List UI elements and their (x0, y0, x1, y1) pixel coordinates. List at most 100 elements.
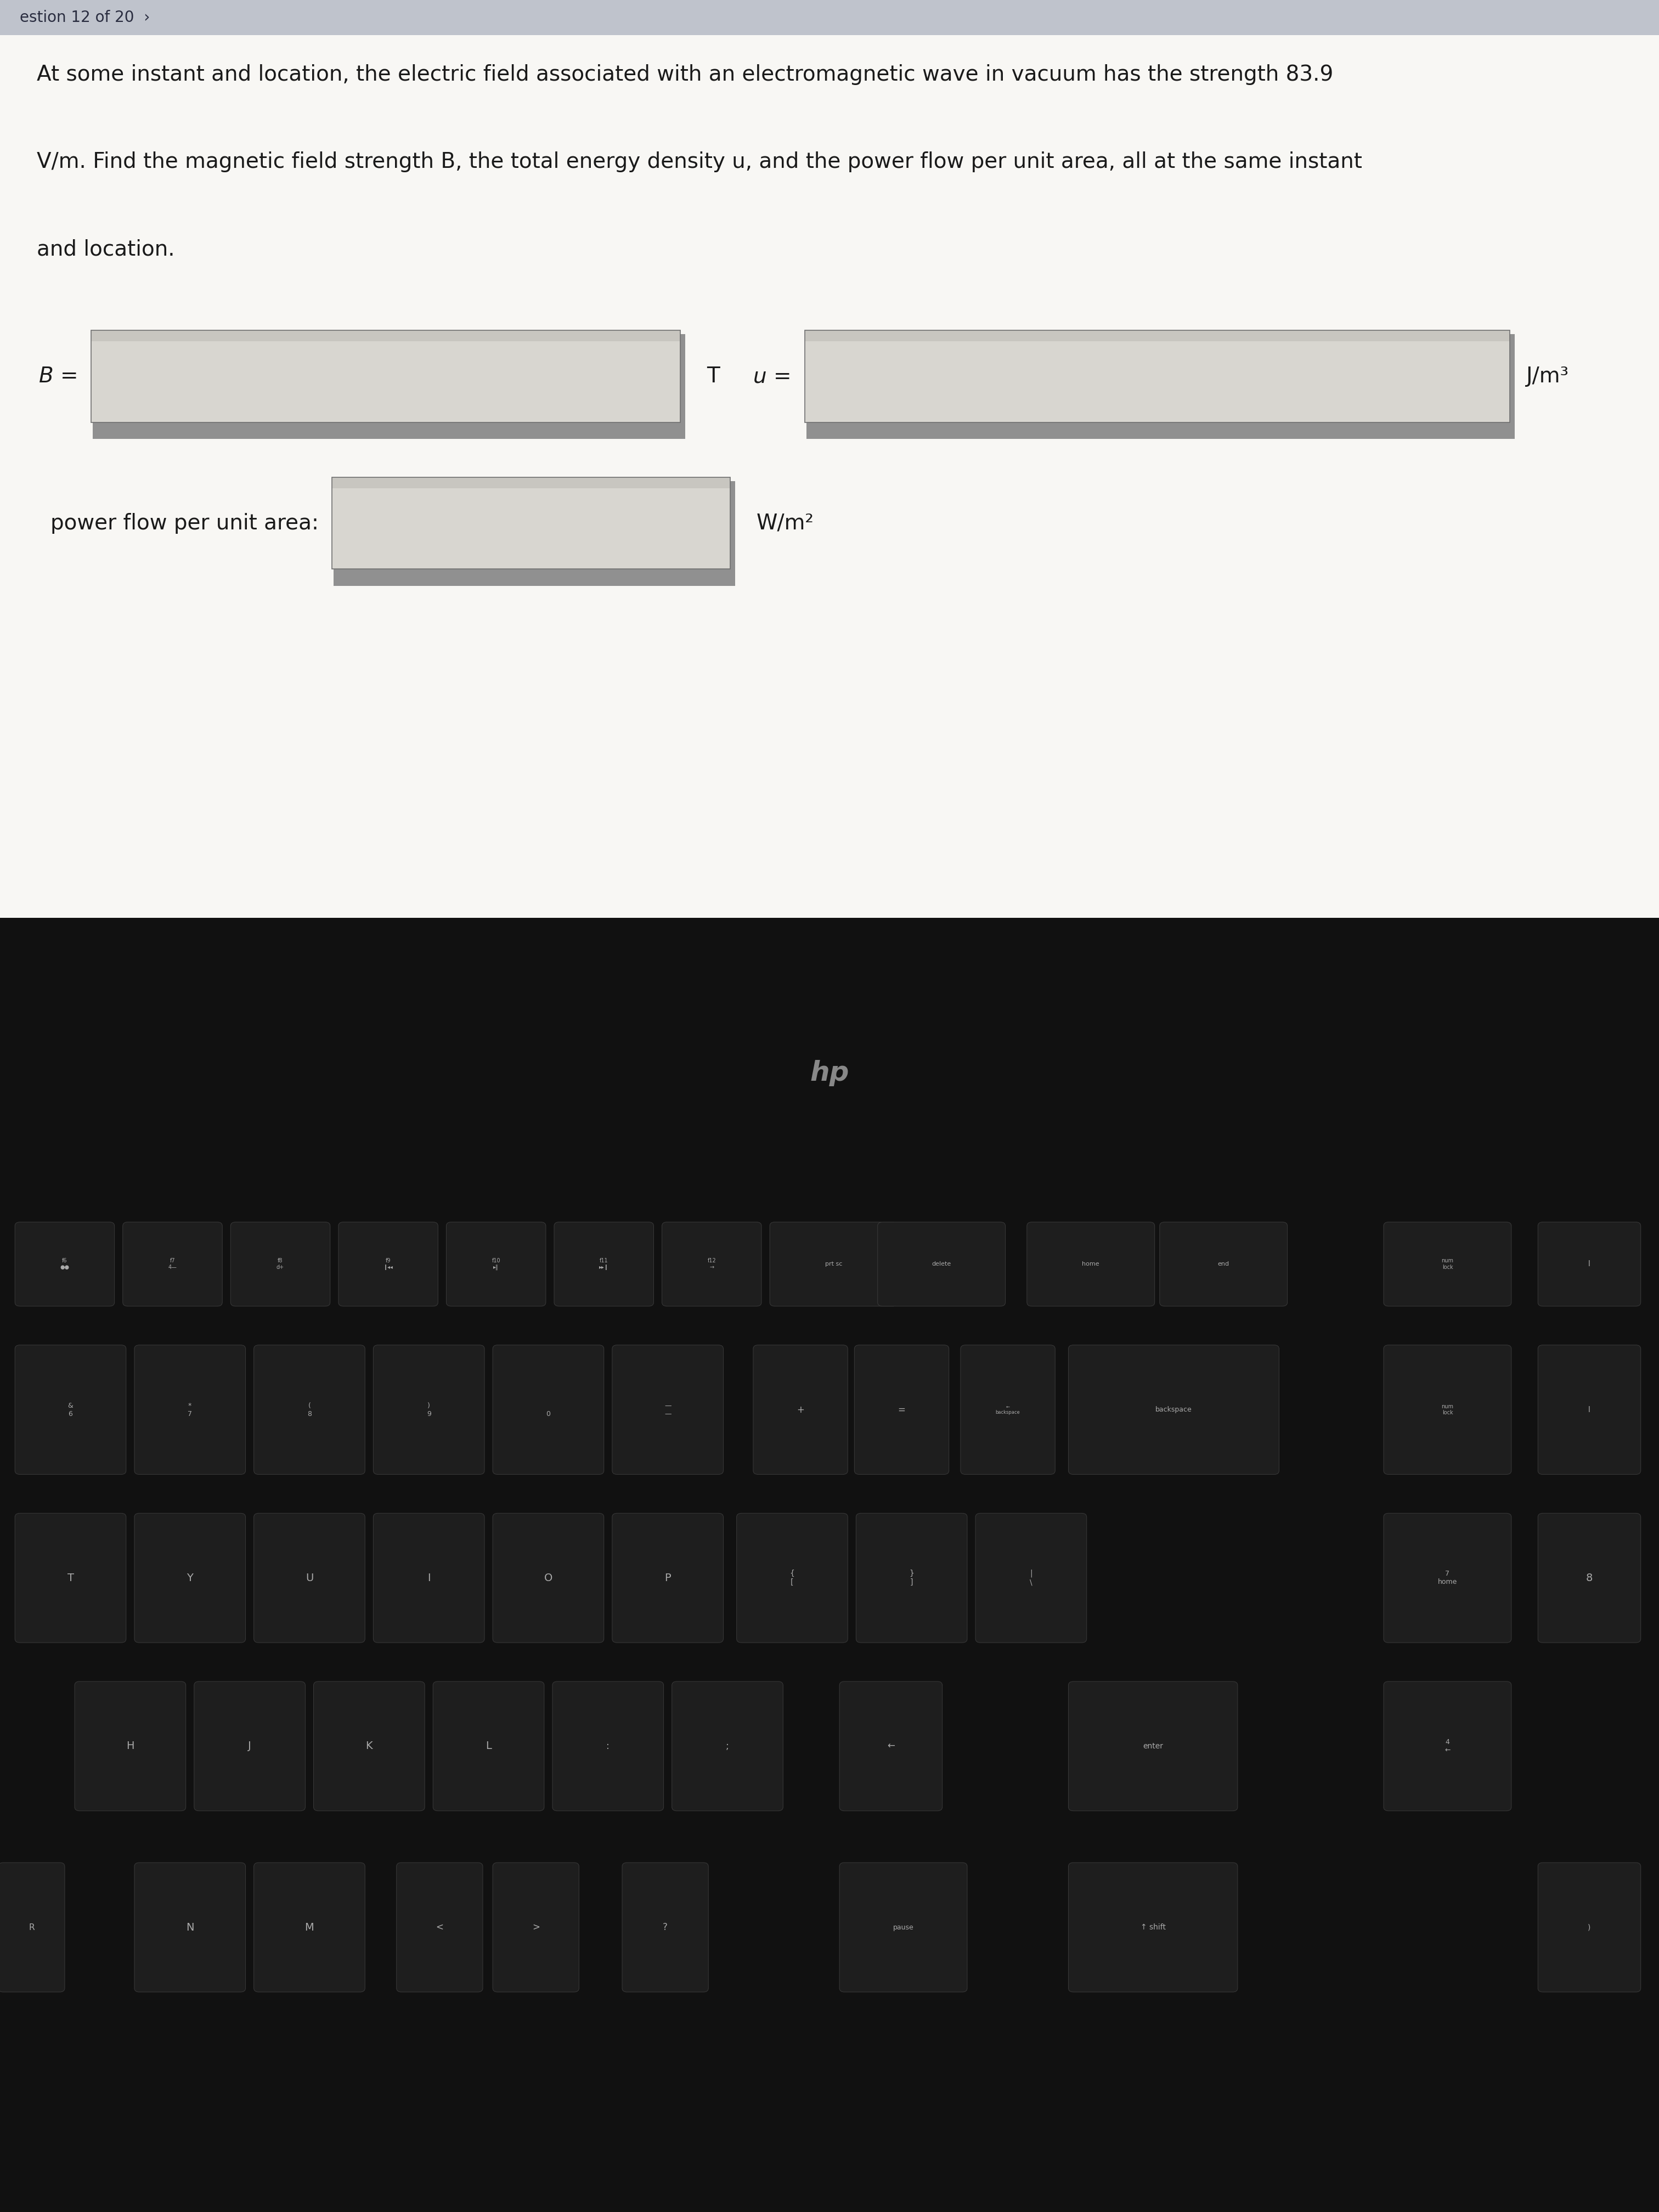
FancyBboxPatch shape (552, 1681, 664, 1812)
Text: f12
→: f12 → (707, 1259, 717, 1270)
Text: —
—: — — (664, 1402, 672, 1418)
Text: num
lock: num lock (1442, 1405, 1453, 1416)
Text: U: U (305, 1573, 314, 1584)
Text: enter: enter (1143, 1743, 1163, 1750)
FancyBboxPatch shape (612, 1513, 723, 1644)
Text: l: l (1588, 1407, 1591, 1413)
Text: *
7: * 7 (187, 1402, 192, 1418)
Text: I: I (428, 1573, 430, 1584)
FancyBboxPatch shape (622, 1863, 708, 1993)
Text: P: P (665, 1573, 670, 1584)
FancyBboxPatch shape (1384, 1345, 1511, 1475)
FancyBboxPatch shape (433, 1681, 544, 1812)
Text: f7
4—: f7 4— (168, 1259, 178, 1270)
FancyBboxPatch shape (338, 1221, 438, 1305)
Text: delete: delete (932, 1261, 951, 1267)
Text: +: + (796, 1405, 805, 1416)
Text: )
9: ) 9 (426, 1402, 431, 1418)
Text: :: : (607, 1741, 609, 1752)
Text: W/m²: W/m² (757, 513, 815, 533)
Text: num
lock: num lock (1442, 1259, 1453, 1270)
Text: ): ) (1588, 1924, 1591, 1931)
Text: At some instant and location, the electric field associated with an electromagne: At some instant and location, the electr… (36, 64, 1334, 84)
Text: ←
backspace: ← backspace (995, 1405, 1020, 1416)
FancyBboxPatch shape (123, 1221, 222, 1305)
FancyBboxPatch shape (554, 1221, 654, 1305)
Text: f9
❙◂◂: f9 ❙◂◂ (383, 1259, 393, 1270)
FancyBboxPatch shape (397, 1863, 483, 1993)
Text: B =: B = (38, 365, 78, 387)
FancyBboxPatch shape (753, 1345, 848, 1475)
FancyBboxPatch shape (75, 1681, 186, 1812)
Text: f8
d+: f8 d+ (277, 1259, 284, 1270)
FancyBboxPatch shape (254, 1863, 365, 1993)
FancyBboxPatch shape (878, 1221, 1005, 1305)
FancyBboxPatch shape (975, 1513, 1087, 1644)
Text: f10
▸‖: f10 ▸‖ (491, 1259, 501, 1270)
FancyBboxPatch shape (231, 1221, 330, 1305)
Bar (805, 330, 1510, 422)
FancyBboxPatch shape (314, 1681, 425, 1812)
Text: T: T (68, 1573, 73, 1584)
Text: backspace: backspace (1155, 1407, 1193, 1413)
Text: and location.: and location. (36, 239, 174, 259)
Text: Y: Y (187, 1573, 192, 1584)
Text: R: R (28, 1922, 35, 1931)
Bar (805, 330, 1510, 341)
Text: f11
▸▸❙: f11 ▸▸❙ (599, 1259, 609, 1270)
FancyBboxPatch shape (737, 1513, 848, 1644)
Text: 0: 0 (546, 1402, 551, 1418)
FancyBboxPatch shape (1538, 1221, 1641, 1305)
Text: }
]: } ] (909, 1571, 914, 1586)
Bar (332, 478, 730, 568)
FancyBboxPatch shape (856, 1513, 967, 1644)
FancyBboxPatch shape (134, 1345, 246, 1475)
FancyBboxPatch shape (493, 1345, 604, 1475)
Text: (
8: ( 8 (307, 1402, 312, 1418)
FancyBboxPatch shape (373, 1513, 484, 1644)
Text: V/m. Find the magnetic field strength B, the total energy density u, and the pow: V/m. Find the magnetic field strength B,… (36, 150, 1362, 173)
FancyBboxPatch shape (134, 1513, 246, 1644)
FancyBboxPatch shape (254, 1345, 365, 1475)
Text: ;: ; (727, 1741, 728, 1752)
FancyBboxPatch shape (1160, 1221, 1287, 1305)
Bar (91, 330, 680, 341)
FancyBboxPatch shape (1384, 1513, 1511, 1644)
Text: ?: ? (664, 1922, 667, 1933)
Text: end: end (1218, 1261, 1229, 1267)
Text: M: M (305, 1922, 314, 1933)
FancyBboxPatch shape (839, 1863, 967, 1993)
Text: K: K (365, 1741, 373, 1752)
Text: >: > (533, 1922, 539, 1933)
FancyBboxPatch shape (612, 1345, 723, 1475)
FancyBboxPatch shape (15, 1345, 126, 1475)
Text: prt sc: prt sc (825, 1261, 843, 1267)
FancyBboxPatch shape (770, 1221, 898, 1305)
Text: <: < (436, 1922, 443, 1933)
Bar (805, 330, 1510, 422)
Text: H: H (126, 1741, 134, 1752)
FancyBboxPatch shape (493, 1863, 579, 1993)
FancyBboxPatch shape (254, 1513, 365, 1644)
Bar (332, 478, 730, 489)
Text: power flow per unit area:: power flow per unit area: (50, 513, 319, 533)
Bar (91, 330, 680, 422)
FancyBboxPatch shape (15, 1513, 126, 1644)
FancyBboxPatch shape (1384, 1681, 1511, 1812)
FancyBboxPatch shape (839, 1681, 942, 1812)
Text: f6
●●: f6 ●● (60, 1259, 70, 1270)
Text: &
6: & 6 (68, 1402, 73, 1418)
Text: estion 12 of 20  ›: estion 12 of 20 › (20, 9, 149, 24)
Bar (93, 334, 685, 438)
Text: J/m³: J/m³ (1526, 365, 1569, 387)
Text: |
\: | \ (1030, 1571, 1032, 1586)
FancyBboxPatch shape (134, 1863, 246, 1993)
Bar (0, 0, 1659, 35)
FancyBboxPatch shape (1068, 1681, 1238, 1812)
Text: N: N (186, 1922, 194, 1933)
Text: 7
home: 7 home (1438, 1571, 1457, 1586)
Text: {
[: { [ (790, 1571, 795, 1586)
FancyBboxPatch shape (0, 1863, 65, 1993)
FancyBboxPatch shape (672, 1681, 783, 1812)
FancyBboxPatch shape (662, 1221, 761, 1305)
